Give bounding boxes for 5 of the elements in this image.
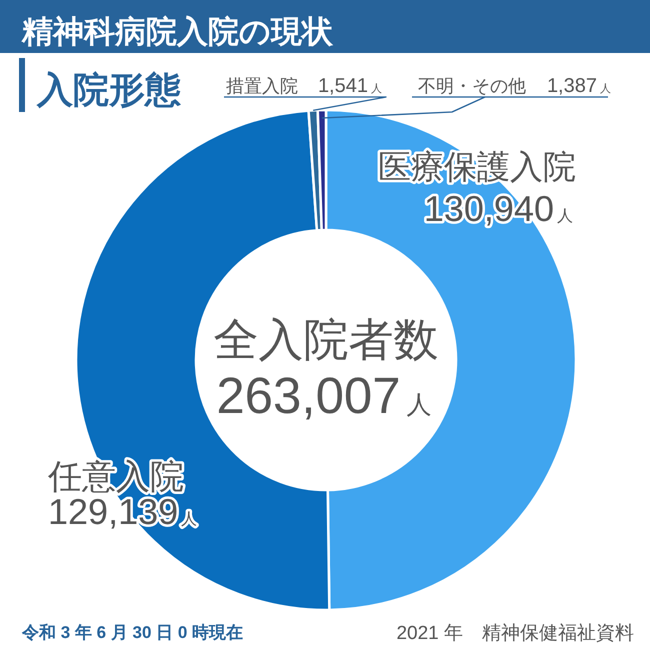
note-date: 令和 3 年 6 月 30 日 0 時現在 [22, 623, 244, 642]
center-label: 全入院者数 [214, 314, 438, 365]
title: 精神科病院入院の現状 [22, 14, 333, 49]
source: 2021 年 精神保健福祉資料 [396, 623, 634, 644]
subtitle: 入院形態 [37, 69, 181, 110]
